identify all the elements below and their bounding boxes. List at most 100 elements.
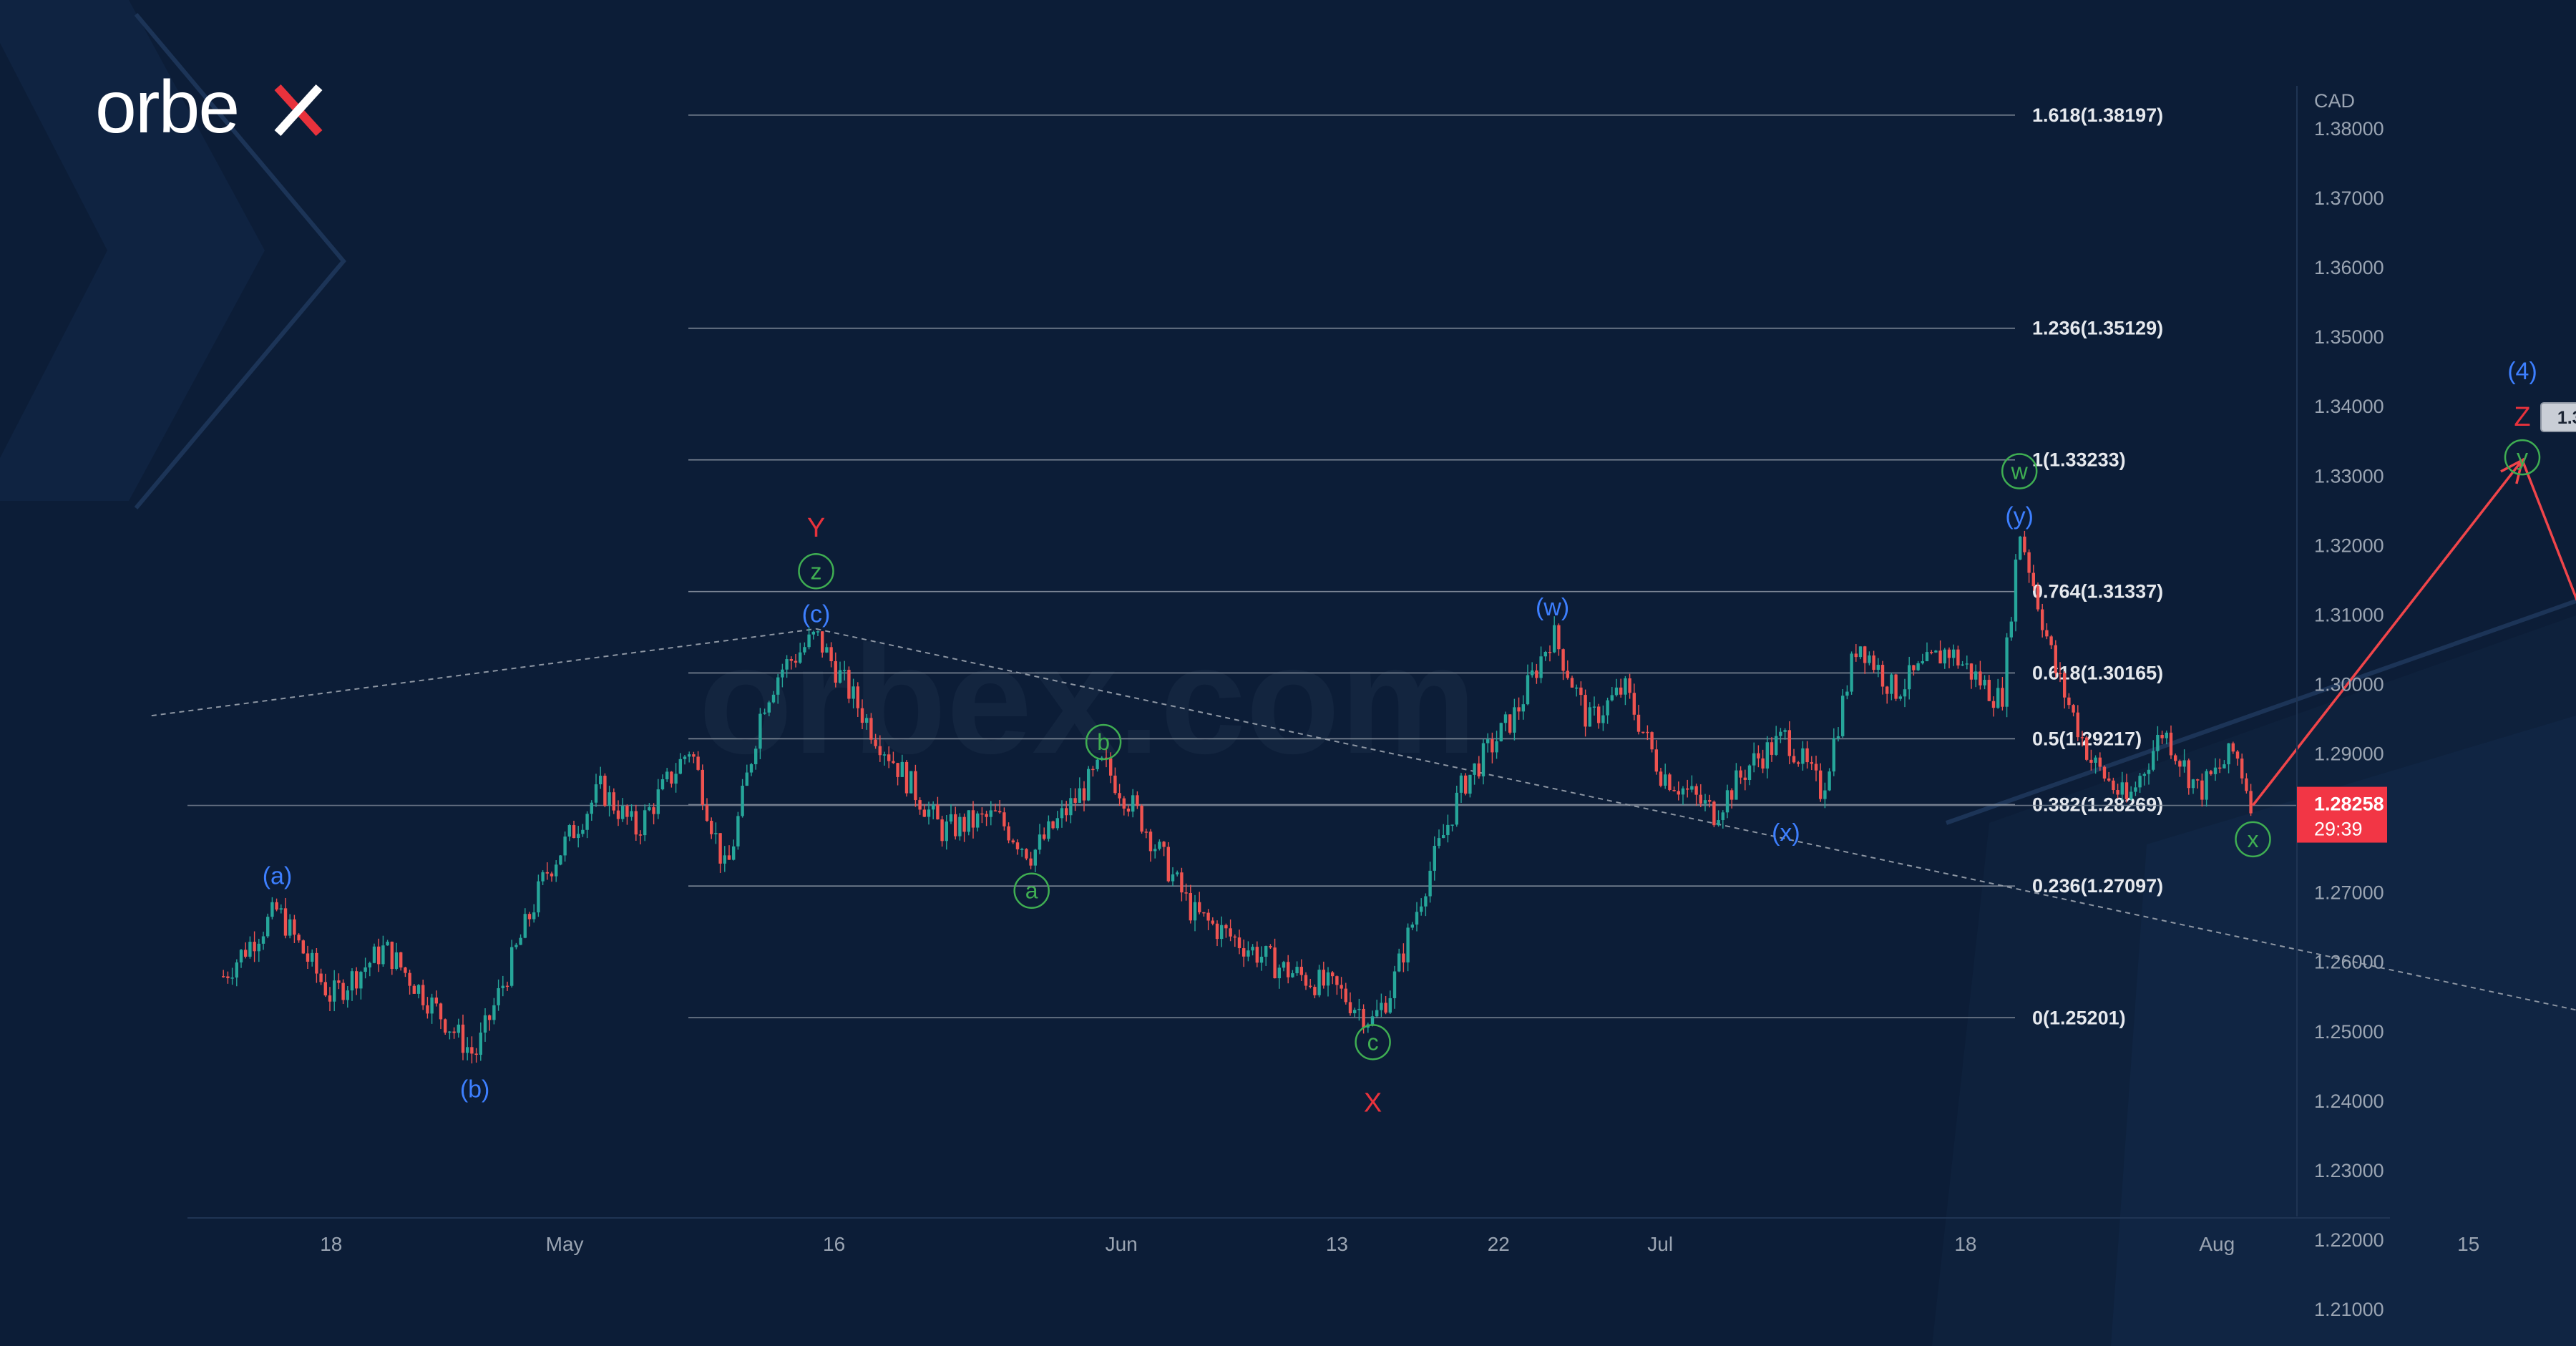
candle-body (705, 805, 709, 821)
candle-body (1735, 770, 1738, 800)
candle-body (301, 940, 305, 954)
candle-body (355, 971, 358, 989)
wave-label-circle (2235, 821, 2271, 858)
candle-body (1561, 649, 1565, 671)
candle-body (1131, 795, 1135, 812)
candle-body (283, 908, 288, 936)
candle-body (386, 942, 389, 946)
candle-body (328, 995, 332, 1002)
candle-body (1259, 957, 1264, 963)
candle-body (621, 806, 625, 819)
candle-body (847, 670, 851, 699)
candle-body (1096, 759, 1099, 769)
candle-body (1206, 912, 1210, 921)
candle-body (1029, 858, 1033, 866)
candle-body (1636, 714, 1641, 732)
candle-body (510, 947, 514, 986)
x-tick-label: May (546, 1233, 584, 1255)
candle-body (399, 952, 403, 968)
candle-body (341, 982, 345, 1000)
candle-body (1801, 748, 1805, 764)
candle-body (444, 1019, 447, 1033)
candle-body (754, 748, 758, 764)
candle-body (2058, 673, 2062, 675)
candle-body (248, 942, 252, 957)
candle-body (1916, 663, 1920, 670)
candle-body (416, 985, 421, 994)
candle-body (1109, 758, 1113, 776)
candle-body (1282, 962, 1286, 968)
candle-body (1526, 675, 1530, 705)
candle-body (1255, 947, 1259, 963)
candle-body (412, 985, 416, 994)
candle-body (1765, 742, 1769, 769)
candle-body (1273, 947, 1277, 979)
candle-body (1392, 971, 1397, 998)
candle-body (1033, 849, 1037, 866)
candle-body (1428, 870, 1432, 897)
candle-body (1375, 1010, 1379, 1017)
candle-body (932, 804, 935, 810)
candle-body (2054, 645, 2057, 673)
candle-body (1251, 947, 1254, 951)
candle-body (993, 810, 997, 811)
candle-body (222, 976, 225, 977)
candle-body (1038, 834, 1042, 850)
candle-body (1912, 665, 1916, 670)
candle-body (1553, 625, 1556, 653)
candle-body (1668, 774, 1672, 790)
candle-body (1215, 923, 1219, 940)
x-axis: 18May16Jun1322Jul18Aug1524 (320, 1233, 2479, 1255)
candle-body (643, 810, 647, 836)
y-tick-label: 1.24000 (2314, 1091, 2384, 1112)
target-price-tag-background (2540, 401, 2576, 432)
candle-body (1880, 665, 1885, 687)
candle-body (1646, 731, 1649, 733)
candle-body (1965, 663, 1968, 665)
candle-body (865, 718, 869, 723)
candle-body (288, 919, 292, 936)
candle-body (1894, 674, 1898, 699)
candle-body (1654, 749, 1658, 772)
candle-body (1198, 902, 1201, 912)
candle-body (1348, 1002, 1352, 1013)
candle-body (266, 917, 270, 937)
candle-body (1051, 821, 1055, 829)
candle-body (1961, 664, 1964, 666)
candle-body (311, 952, 314, 962)
candle-body (2174, 755, 2177, 761)
candle-body (1299, 967, 1303, 975)
candle-body (492, 1005, 496, 1020)
candle-body (1845, 691, 1849, 696)
candle-body (1659, 771, 1663, 786)
candle-body (1974, 671, 1978, 680)
fib-level-label: 1.618(1.38197) (2032, 104, 2163, 126)
candle-body (466, 1047, 469, 1053)
candle-body (1162, 842, 1166, 847)
candle-body (989, 810, 992, 817)
candle-body (696, 756, 700, 770)
candle-body (718, 833, 722, 864)
candle-body (843, 670, 847, 671)
candle-body (1277, 967, 1281, 979)
candle-body (381, 945, 385, 965)
y-tick-label: 1.38000 (2314, 118, 2384, 140)
fib-level-label: 0(1.25201) (2032, 1007, 2126, 1028)
candle-body (1632, 693, 1636, 715)
candle-body (394, 952, 399, 969)
candle-body (239, 950, 243, 962)
candle-body (2223, 764, 2226, 769)
price-countdown: 29:39 (2314, 819, 2363, 840)
candle-body (1402, 953, 1405, 962)
candle-body (967, 810, 970, 832)
candle-body (648, 807, 651, 811)
candle-body (976, 813, 980, 828)
candle-body (590, 802, 593, 814)
candle-body (350, 971, 354, 991)
candle-body (1841, 696, 1845, 736)
candle-body (2196, 779, 2200, 781)
candle-body (1601, 715, 1605, 723)
candle-body (1703, 800, 1707, 804)
candle-body (1690, 786, 1694, 790)
candle-body (1943, 649, 1946, 664)
